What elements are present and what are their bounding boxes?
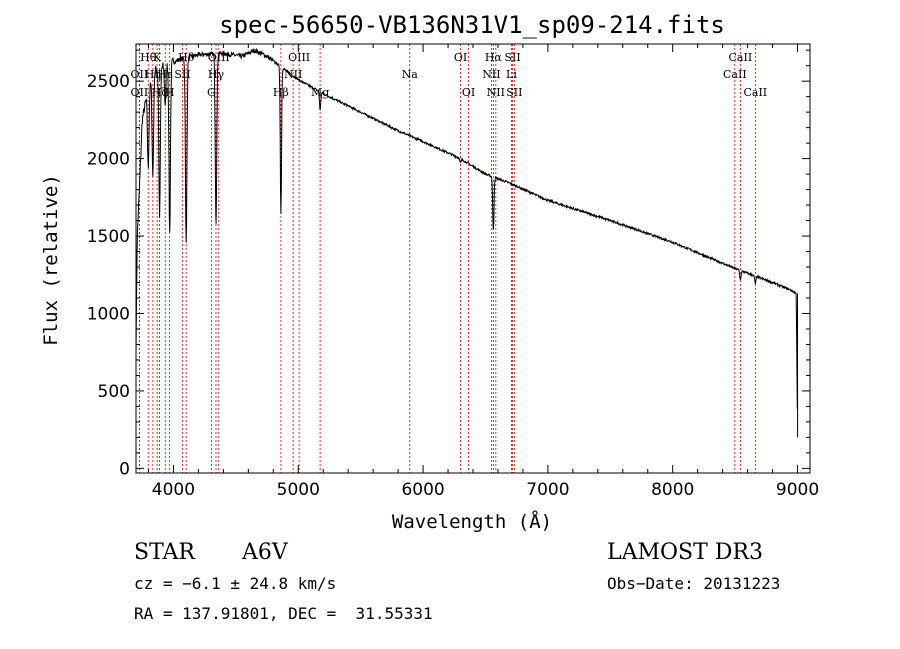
line-label-oii: OII [131,68,149,81]
sky-coordinates: RA = 137.91801, DEC = 31.55331 [134,604,433,623]
line-label-nii: NII [487,86,505,99]
line-label-k: K [153,51,162,64]
line-label-hβ: Hβ [273,86,289,99]
y-tick-label: 2000 [87,150,130,170]
line-label-sii: SII [506,86,522,99]
line-label-li: Li [506,68,517,81]
line-label-hθ: Hθ [140,51,157,64]
line-label-nii: NII [482,68,500,81]
line-label-h: H [165,86,175,99]
line-markers [138,44,756,473]
line-label-mg: Mg [311,86,329,99]
line-label-hγ: Hγ [208,68,225,81]
line-label-hα: Hα [485,51,503,64]
line-label-oi: OI [454,51,467,64]
x-tick-label: 5000 [277,480,320,500]
x-tick-label: 8000 [651,480,694,500]
survey-name: LAMOST DR3 [607,540,763,565]
y-axis-label: Flux (relative) [40,174,62,346]
y-tick-label: 2500 [87,72,130,92]
line-label-oii: OII [131,86,149,99]
x-axis-label: Wavelength (Å) [392,510,552,533]
x-tick-label: 4000 [152,480,195,500]
line-label-na: Na [402,68,419,81]
observation-date: Obs−Date: 20131223 [607,574,781,593]
x-tick-label: 6000 [401,480,444,500]
chart-title: spec-56650-VB136N31V1_sp09-214.fits [219,11,725,39]
line-label-oi: OI [462,86,475,99]
line-label-hζ: Hζ [152,86,168,99]
y-tick-label: 0 [119,459,130,479]
x-tick-label: 9000 [776,480,819,500]
plot-frame [135,43,811,474]
y-axis-ticks: 0 500 1000 1500 2000 2500 [87,49,810,479]
spectrum-chart: spec-56650-VB136N31V1_sp09-214.fits OII O… [40,11,819,533]
spectrum-line [135,47,799,438]
line-label-sii: SII [504,51,520,64]
object-subclass: A6V [242,540,288,565]
line-label-oiii: OIII [288,51,310,64]
line-label-nii: NII [284,68,302,81]
line-label-caii: CaII [743,86,767,99]
line-label-g: G [207,86,216,99]
x-axis-ticks: 4000 5000 6000 7000 8000 9000 [147,44,819,500]
line-label-hε: Hε [158,68,174,81]
line-label-caii: CaII [729,51,753,64]
y-tick-label: 500 [98,382,130,402]
line-label-sii: SII [174,68,190,81]
x-tick-label: 7000 [526,480,569,500]
y-tick-label: 1000 [87,304,130,324]
object-class: STAR [134,540,195,565]
line-label-caii: CaII [723,68,747,81]
line-marker-labels: OIIOIIHθHηKHζHεHSIIHδGHγOIIIHβNIIOIIIMgN… [131,51,768,99]
y-tick-label: 1500 [87,227,130,247]
redshift-velocity: cz = −6.1 ± 24.8 km/s [134,574,337,593]
